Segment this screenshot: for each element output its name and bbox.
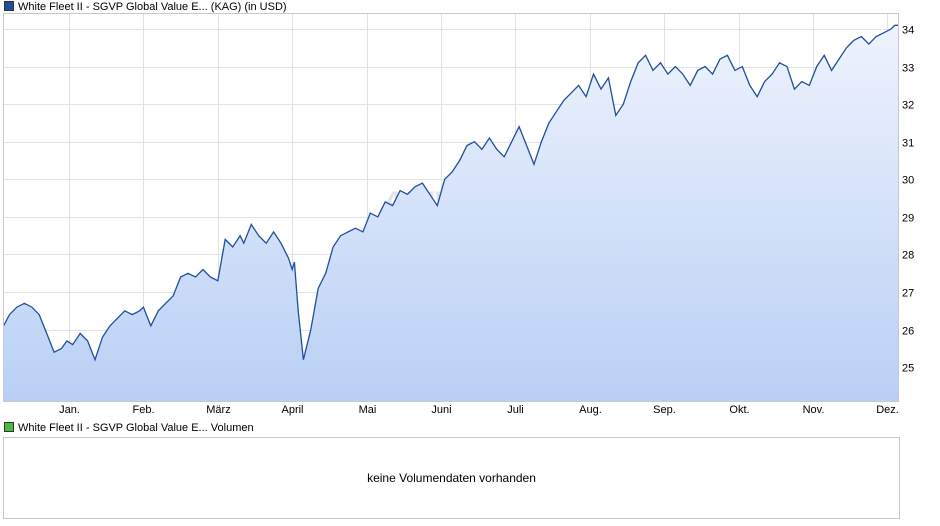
x-tick-label: April [281, 404, 303, 416]
x-axis: Jan. Feb. März April Mai Juni Juli Aug. Sep. Okt.… [59, 404, 899, 416]
price-line [4, 24, 898, 362]
price-legend: White Fleet II - SGVP Global Value E... … [4, 1, 287, 14]
y-tick-label: 33 [902, 63, 914, 75]
x-tick-label: Jan. [59, 404, 80, 416]
volume-legend: White Fleet II - SGVP Global Value E... … [4, 422, 254, 435]
y-tick-label: 34 [902, 25, 914, 37]
y-tick-label: 25 [902, 363, 914, 375]
x-tick-label: Juni [431, 404, 451, 416]
volume-legend-swatch [4, 422, 14, 432]
price-legend-swatch [4, 1, 14, 11]
y-tick-label: 31 [902, 138, 914, 150]
y-tick-label: 32 [902, 100, 914, 112]
x-tick-label: Juli [507, 404, 524, 416]
x-tick-label: März [206, 404, 230, 416]
x-tick-label: Okt. [729, 404, 749, 416]
volume-legend-label: White Fleet II - SGVP Global Value E... … [18, 422, 254, 434]
no-volume-message: keine Volumendaten vorhanden [367, 471, 536, 485]
y-tick-label: 26 [902, 326, 914, 338]
x-tick-label: Aug. [579, 404, 602, 416]
y-tick-label: 28 [902, 250, 914, 262]
y-tick-label: 29 [902, 213, 914, 225]
y-tick-label: 30 [902, 175, 914, 187]
y-axis: 25 26 27 28 29 30 31 32 33 34 [902, 25, 914, 375]
x-tick-label: Feb. [132, 404, 154, 416]
y-tick-label: 27 [902, 288, 914, 300]
price-area [4, 25, 898, 401]
price-legend-label: White Fleet II - SGVP Global Value E... … [18, 1, 287, 13]
x-tick-label: Nov. [803, 404, 825, 416]
volume-panel: keine Volumendaten vorhanden [3, 437, 900, 519]
x-tick-label: Dez. [876, 404, 899, 416]
x-tick-label: Sep. [653, 404, 676, 416]
x-tick-label: Mai [359, 404, 377, 416]
